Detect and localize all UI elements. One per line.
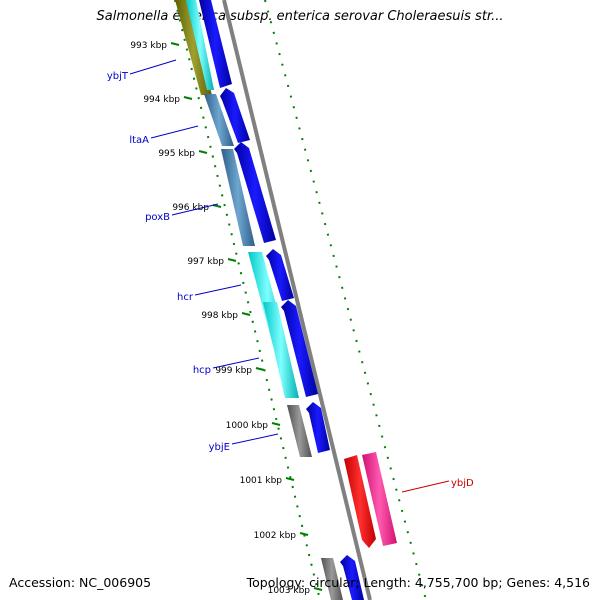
gene-label-leader xyxy=(171,203,219,216)
tick-mark xyxy=(170,42,180,46)
gene-block-steel-1[interactable] xyxy=(204,94,234,146)
gene-block-cyan-top[interactable] xyxy=(186,0,214,90)
gene-arrow-red[interactable] xyxy=(344,455,376,548)
gene-arrow-2[interactable] xyxy=(220,88,250,143)
tick-label: 993 kbp xyxy=(130,41,167,51)
gene-block-pink[interactable] xyxy=(362,452,397,546)
gene-label-leader xyxy=(212,357,260,369)
tick-label: 999 kbp xyxy=(215,366,252,376)
gene-label-leader xyxy=(231,433,279,445)
tick-mark xyxy=(198,150,208,154)
tick-label: 1002 kbp xyxy=(254,531,297,541)
gene-label-ltaA[interactable]: ltaA xyxy=(129,135,149,146)
gene-label-poxB[interactable]: poxB xyxy=(145,212,170,223)
gene-label-leader xyxy=(194,284,242,296)
gene-label-leader xyxy=(150,125,199,139)
gene-label-hcr[interactable]: hcr xyxy=(177,292,194,303)
gene-block-gray-bottom[interactable] xyxy=(321,558,343,600)
tick-label: 998 kbp xyxy=(201,311,238,321)
tick-mark xyxy=(299,532,309,536)
gene-arrow-5[interactable] xyxy=(281,300,318,397)
accession-label: Accession: NC_006905 xyxy=(9,575,152,590)
tick-label: 1000 kbp xyxy=(226,421,269,431)
gene-label-ybjE[interactable]: ybjE xyxy=(209,442,230,453)
tick-label: 995 kbp xyxy=(158,149,195,159)
tick-label: 1003 kbp xyxy=(268,586,311,596)
tick-label: 1001 kbp xyxy=(240,476,283,486)
gene-arrow-3[interactable] xyxy=(234,142,276,243)
tick-mark xyxy=(183,96,193,100)
tick-mark xyxy=(255,367,265,371)
gene-label-leader xyxy=(129,59,177,75)
tick-mark xyxy=(271,422,281,426)
gene-labels: ybjT ltaA poxB hcr hcp ybjE ybjD xyxy=(107,59,474,493)
blue-arrow-genes xyxy=(199,0,364,600)
gene-label-ybjD[interactable]: ybjD xyxy=(451,478,474,489)
gene-block-cyan-2[interactable] xyxy=(263,302,299,398)
gene-block-gray[interactable] xyxy=(287,405,312,457)
tick-mark xyxy=(285,477,295,481)
gene-block-steel-2[interactable] xyxy=(221,149,255,246)
tick-label: 994 kbp xyxy=(143,95,180,105)
gene-arrow-6[interactable] xyxy=(306,402,330,453)
gene-label-hcp[interactable]: hcp xyxy=(193,365,211,376)
gene-label-ybjT[interactable]: ybjT xyxy=(107,71,129,82)
tick-label: 997 kbp xyxy=(187,257,224,267)
genome-summary: Topology: circular; Length: 4,755,700 bp… xyxy=(246,575,590,590)
outer-genes xyxy=(344,452,397,548)
gene-arrow-1[interactable] xyxy=(199,0,232,88)
outer-dotted-track xyxy=(264,0,427,600)
inner-gene-blocks xyxy=(175,0,343,600)
gene-arrow-7[interactable] xyxy=(340,555,364,600)
tick-mark xyxy=(227,258,237,262)
gene-arrow-4[interactable] xyxy=(266,249,294,301)
backbone-line xyxy=(222,0,372,600)
gene-label-leader xyxy=(401,480,450,493)
tick-label: 996 kbp xyxy=(172,203,209,213)
scale-ticks: 993 kbp 994 kbp 995 kbp 996 kbp 997 kbp 998 k… xyxy=(130,41,323,596)
tick-mark xyxy=(313,587,323,591)
tick-mark xyxy=(241,312,251,316)
